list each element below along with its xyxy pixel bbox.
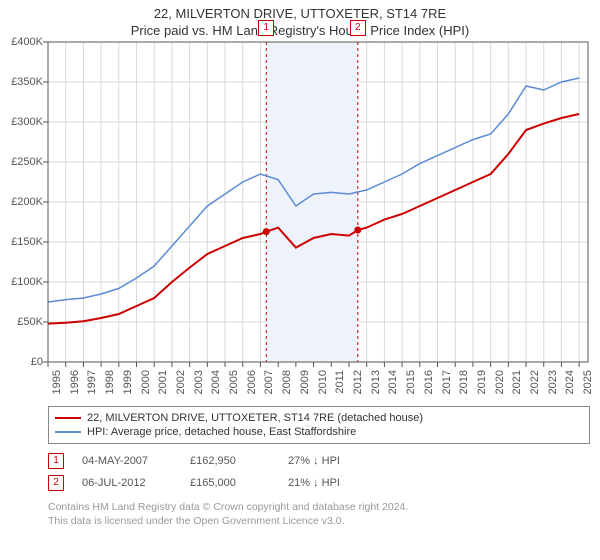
transaction-hpi: 21% ↓ HPI: [288, 477, 368, 489]
chart-svg: [48, 42, 588, 362]
xtick-label: 2014: [387, 370, 399, 394]
chart-title-sub: Price paid vs. HM Land Registry's House …: [0, 21, 600, 42]
xtick-label: 2013: [370, 370, 382, 394]
transaction-price: £165,000: [190, 477, 270, 489]
legend-label: HPI: Average price, detached house, East…: [87, 426, 356, 438]
xtick-label: 2007: [263, 370, 275, 394]
chart-title-main: 22, MILVERTON DRIVE, UTTOXETER, ST14 7RE: [0, 0, 600, 21]
chart-area: £0£50K£100K£150K£200K£250K£300K£350K£400…: [48, 42, 588, 402]
xtick-label: 1997: [86, 370, 98, 394]
ytick-label: £100K: [11, 276, 43, 288]
table-row: 2 06-JUL-2012 £165,000 21% ↓ HPI: [48, 472, 590, 494]
legend-label: 22, MILVERTON DRIVE, UTTOXETER, ST14 7RE…: [87, 412, 423, 424]
xtick-label: 2017: [441, 370, 453, 394]
xtick-label: 2022: [529, 370, 541, 394]
legend-swatch: [55, 417, 81, 419]
ytick-label: £250K: [11, 156, 43, 168]
xtick-label: 2001: [157, 370, 169, 394]
xtick-label: 2016: [423, 370, 435, 394]
footer: Contains HM Land Registry data © Crown c…: [48, 500, 590, 528]
legend-item: HPI: Average price, detached house, East…: [55, 425, 583, 439]
xtick-label: 2021: [511, 370, 523, 394]
footer-line2: This data is licensed under the Open Gov…: [48, 514, 590, 528]
ytick-label: £300K: [11, 116, 43, 128]
xtick-label: 1996: [69, 370, 81, 394]
chart-marker-box: 1: [258, 20, 274, 36]
ytick-label: £0: [31, 356, 43, 368]
xtick-label: 2002: [175, 370, 187, 394]
xtick-label: 1998: [104, 370, 116, 394]
xtick-label: 2006: [246, 370, 258, 394]
xtick-label: 2005: [228, 370, 240, 394]
marker-box-icon: 2: [48, 475, 64, 491]
transaction-price: £162,950: [190, 455, 270, 467]
marker-box-icon: 1: [48, 453, 64, 469]
ytick-label: £350K: [11, 76, 43, 88]
xtick-label: 2011: [334, 370, 346, 394]
xtick-label: 1995: [51, 370, 63, 394]
legend-item: 22, MILVERTON DRIVE, UTTOXETER, ST14 7RE…: [55, 411, 583, 425]
xtick-label: 2025: [582, 370, 594, 394]
xtick-label: 2004: [210, 370, 222, 394]
xtick-label: 2009: [299, 370, 311, 394]
xtick-label: 2010: [317, 370, 329, 394]
xtick-label: 2024: [564, 370, 576, 394]
ytick-label: £400K: [11, 36, 43, 48]
xtick-label: 2000: [140, 370, 152, 394]
xtick-label: 2015: [405, 370, 417, 394]
transaction-hpi: 27% ↓ HPI: [288, 455, 368, 467]
legend-swatch: [55, 431, 81, 433]
xtick-label: 2020: [494, 370, 506, 394]
transaction-date: 06-JUL-2012: [82, 477, 172, 489]
xtick-label: 2003: [193, 370, 205, 394]
ytick-label: £200K: [11, 196, 43, 208]
table-row: 1 04-MAY-2007 £162,950 27% ↓ HPI: [48, 450, 590, 472]
ytick-label: £50K: [17, 316, 43, 328]
transaction-date: 04-MAY-2007: [82, 455, 172, 467]
xtick-label: 2012: [352, 370, 364, 394]
xtick-label: 2008: [281, 370, 293, 394]
ytick-label: £150K: [11, 236, 43, 248]
chart-marker-box: 2: [350, 20, 366, 36]
footer-line1: Contains HM Land Registry data © Crown c…: [48, 500, 590, 514]
xtick-label: 1999: [122, 370, 134, 394]
xtick-label: 2019: [476, 370, 488, 394]
legend: 22, MILVERTON DRIVE, UTTOXETER, ST14 7RE…: [48, 406, 590, 444]
xtick-label: 2023: [547, 370, 559, 394]
chart-container: 22, MILVERTON DRIVE, UTTOXETER, ST14 7RE…: [0, 0, 600, 560]
transactions-table: 1 04-MAY-2007 £162,950 27% ↓ HPI 2 06-JU…: [48, 450, 590, 494]
xtick-label: 2018: [458, 370, 470, 394]
